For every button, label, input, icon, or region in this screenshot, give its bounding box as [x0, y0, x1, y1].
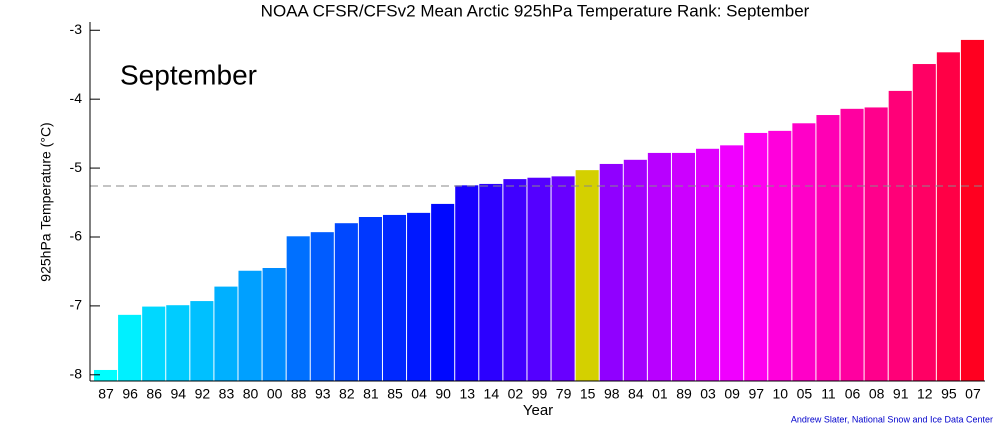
bar	[334, 223, 358, 381]
x-tick-label: 81	[363, 386, 379, 402]
bar	[358, 217, 382, 381]
bar	[238, 270, 262, 381]
x-tick-label: 92	[195, 386, 211, 402]
x-tick-label: 09	[724, 386, 740, 402]
bar	[888, 90, 912, 382]
x-tick-label: 86	[146, 386, 162, 402]
x-tick-label: 95	[941, 386, 957, 402]
x-tick-label: 02	[508, 386, 524, 402]
bar	[527, 177, 551, 381]
x-tick-label: 79	[556, 386, 572, 402]
x-tick-label: 88	[291, 386, 307, 402]
bar	[575, 170, 599, 381]
y-tick-label: -4	[70, 90, 83, 106]
x-tick-label: 91	[893, 386, 909, 402]
x-tick-label: 99	[532, 386, 548, 402]
bar	[455, 185, 479, 381]
x-tick-label: 90	[435, 386, 451, 402]
x-tick-label: 82	[339, 386, 355, 402]
x-tick-label: 07	[965, 386, 981, 402]
x-tick-label: 12	[917, 386, 933, 402]
bar	[382, 214, 407, 381]
bar	[720, 145, 744, 381]
x-tick-label: 83	[219, 386, 235, 402]
x-tick-label: 87	[98, 386, 114, 402]
y-tick-label: -3	[70, 21, 83, 37]
bar	[912, 64, 936, 382]
chart-title: NOAA CFSR/CFSv2 Mean Arctic 925hPa Tempe…	[261, 1, 810, 20]
bar	[936, 52, 960, 382]
bar	[840, 108, 864, 381]
x-tick-label: 00	[267, 386, 283, 402]
bar	[262, 267, 286, 381]
y-tick-label: -5	[70, 159, 83, 175]
bar	[94, 369, 118, 381]
bar	[479, 183, 503, 381]
bar	[864, 107, 888, 382]
bar	[960, 39, 984, 381]
x-tick-label: 06	[845, 386, 861, 402]
x-tick-label: 13	[459, 386, 475, 402]
bar	[744, 132, 768, 381]
bar	[214, 286, 238, 381]
x-tick-label: 93	[315, 386, 331, 402]
x-tick-label: 89	[676, 386, 692, 402]
bar	[792, 123, 816, 381]
y-tick-label: -6	[70, 228, 83, 244]
x-tick-label: 01	[652, 386, 668, 402]
annotation: September	[120, 59, 257, 90]
x-tick-label: 96	[122, 386, 138, 402]
x-tick-label: 84	[628, 386, 644, 402]
bar	[190, 301, 214, 381]
bar	[118, 314, 142, 381]
x-tick-label: 14	[484, 386, 500, 402]
bar	[551, 176, 575, 381]
x-tick-label: 15	[580, 386, 596, 402]
x-tick-label: 03	[700, 386, 716, 402]
y-axis-label: 925hPa Temperature (°C)	[38, 122, 54, 281]
bar	[647, 152, 671, 381]
bar	[623, 159, 647, 381]
x-tick-label: 04	[411, 386, 427, 402]
x-tick-label: 80	[243, 386, 259, 402]
bar	[503, 179, 527, 381]
x-tick-label: 11	[821, 386, 836, 402]
bar	[286, 236, 310, 381]
x-tick-label: 05	[797, 386, 813, 402]
y-tick-label: -8	[70, 366, 83, 382]
x-axis-label: Year	[523, 402, 553, 419]
bar	[599, 163, 623, 381]
bar	[816, 115, 840, 381]
x-tick-label: 10	[773, 386, 789, 402]
bar	[671, 152, 696, 381]
bar	[166, 305, 190, 381]
x-tick-label: 94	[170, 386, 186, 402]
x-tick-label: 97	[748, 386, 764, 402]
x-tick-label: 08	[869, 386, 885, 402]
credit: Andrew Slater, National Snow and Ice Dat…	[791, 414, 993, 424]
x-tick-label: 85	[387, 386, 403, 402]
bar	[407, 212, 431, 381]
bar	[696, 148, 720, 381]
bar	[142, 306, 166, 381]
y-tick-label: -7	[70, 297, 83, 313]
bar	[431, 203, 455, 381]
bar	[310, 232, 334, 381]
x-tick-label: 98	[604, 386, 620, 402]
bar	[768, 130, 792, 381]
